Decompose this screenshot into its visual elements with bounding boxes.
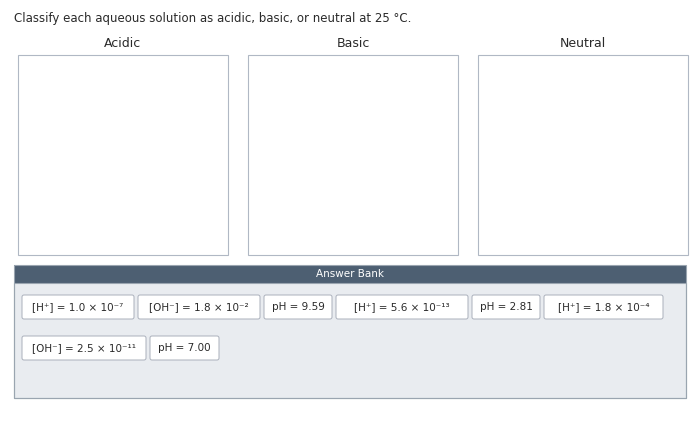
FancyBboxPatch shape xyxy=(14,265,686,283)
FancyBboxPatch shape xyxy=(138,295,260,319)
Text: Answer Bank: Answer Bank xyxy=(316,269,384,279)
FancyBboxPatch shape xyxy=(472,295,540,319)
Text: [H⁺] = 5.6 × 10⁻¹³: [H⁺] = 5.6 × 10⁻¹³ xyxy=(354,302,450,312)
Text: pH = 2.81: pH = 2.81 xyxy=(480,302,533,312)
Text: [H⁺] = 1.8 × 10⁻⁴: [H⁺] = 1.8 × 10⁻⁴ xyxy=(558,302,650,312)
Text: [OH⁻] = 2.5 × 10⁻¹¹: [OH⁻] = 2.5 × 10⁻¹¹ xyxy=(32,343,136,353)
FancyBboxPatch shape xyxy=(150,336,219,360)
FancyBboxPatch shape xyxy=(22,336,146,360)
Text: pH = 9.59: pH = 9.59 xyxy=(272,302,324,312)
FancyBboxPatch shape xyxy=(336,295,468,319)
FancyBboxPatch shape xyxy=(544,295,663,319)
Text: Neutral: Neutral xyxy=(560,37,606,50)
FancyBboxPatch shape xyxy=(248,55,458,255)
Text: pH = 7.00: pH = 7.00 xyxy=(158,343,211,353)
FancyBboxPatch shape xyxy=(264,295,332,319)
FancyBboxPatch shape xyxy=(22,295,134,319)
FancyBboxPatch shape xyxy=(18,55,228,255)
Text: [OH⁻] = 1.8 × 10⁻²: [OH⁻] = 1.8 × 10⁻² xyxy=(149,302,248,312)
Text: Basic: Basic xyxy=(336,37,370,50)
FancyBboxPatch shape xyxy=(14,283,686,398)
FancyBboxPatch shape xyxy=(478,55,688,255)
Text: [H⁺] = 1.0 × 10⁻⁷: [H⁺] = 1.0 × 10⁻⁷ xyxy=(32,302,124,312)
Text: Acidic: Acidic xyxy=(104,37,141,50)
Text: Classify each aqueous solution as acidic, basic, or neutral at 25 °C.: Classify each aqueous solution as acidic… xyxy=(14,12,412,25)
